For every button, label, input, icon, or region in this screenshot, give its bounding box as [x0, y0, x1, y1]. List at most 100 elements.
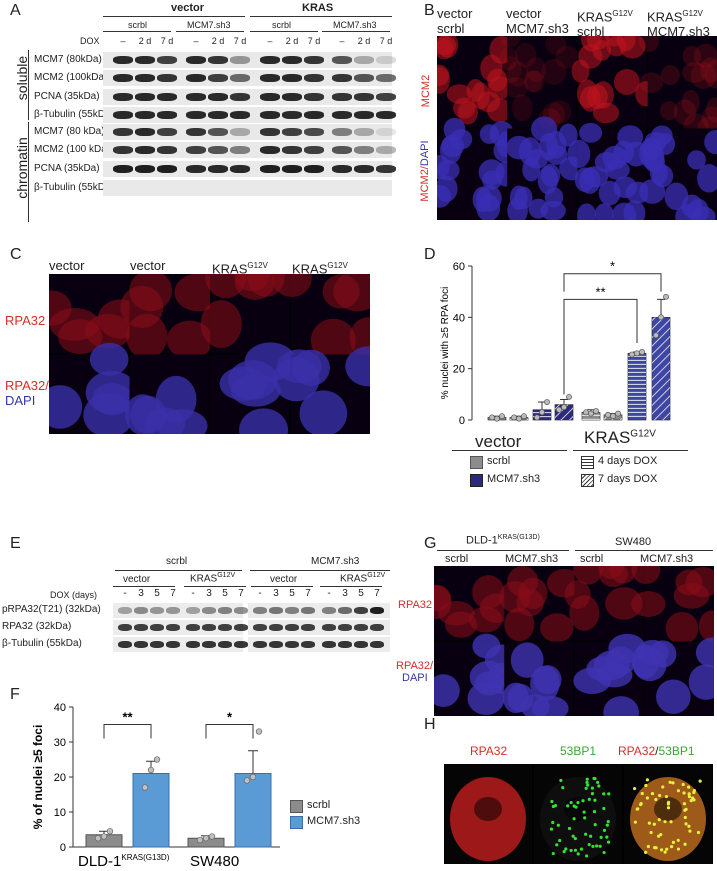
blot-band: [304, 74, 324, 82]
blot-band: [135, 93, 155, 101]
blot-band: [376, 165, 396, 173]
blot-band: [354, 165, 374, 173]
d-point: [494, 415, 500, 422]
legend-swatch-7d: [581, 474, 594, 487]
blot-band: [304, 56, 324, 64]
f-point: [255, 728, 263, 735]
blot-band: [282, 93, 302, 101]
blot-band: [260, 74, 280, 82]
d-point: [605, 411, 611, 418]
e-blot-band: [118, 624, 132, 631]
g-row2-label: RPA32/DAPI: [396, 660, 434, 684]
blot-row-label: MCM2 (100 kDa): [34, 144, 111, 155]
f-y-label: % of nuclei ≥5 foci: [31, 725, 45, 830]
blot-band: [157, 165, 177, 173]
f-y-tick: 20: [54, 772, 66, 784]
panel-letter-g: G: [424, 535, 437, 552]
e-lane-label: 7: [238, 588, 244, 599]
d-point: [534, 414, 540, 421]
b-col-header: vector scrbl: [437, 6, 473, 36]
blot-band: [113, 128, 133, 136]
panel-letter-h: H: [424, 716, 436, 733]
f-sig-bracket: [205, 724, 254, 739]
legend-swatch-sh3: [470, 474, 483, 487]
blot-row-label: MCM7 (80kDa): [34, 54, 102, 65]
legend-sh3: MCM7.sh3: [487, 473, 541, 485]
e-blot-band: [166, 624, 180, 631]
d-point: [634, 350, 640, 357]
blot-sub-4: MCM7.sh3: [333, 20, 377, 30]
f-legend-swatch-scrbl: [290, 800, 303, 813]
e-lane-label: 5: [289, 588, 295, 599]
e-blot-band: [370, 607, 384, 614]
e-blot-band: [253, 641, 267, 648]
blot-band: [304, 111, 324, 119]
e-blot-band: [354, 641, 368, 648]
f-group-sw480: SW480: [190, 853, 239, 870]
f-y-tick: 30: [54, 737, 66, 749]
c-row1-label: RPA32: [5, 313, 46, 328]
g-line-sw480: SW480: [615, 536, 652, 548]
b-image-grid: [428, 24, 717, 230]
blot-band: [282, 74, 302, 82]
e-blot-band: [354, 624, 368, 631]
blot-band: [332, 111, 352, 119]
e-blot-band: [301, 641, 315, 648]
d-point: [593, 408, 599, 414]
d-sig-1: **: [595, 284, 605, 299]
blot-lane-label: 7 d: [379, 36, 393, 46]
g-col-header: scrbl: [445, 553, 469, 565]
f-group-dld1: DLD-1KRAS(G13D): [78, 853, 170, 870]
e-blot-band: [285, 641, 299, 648]
blot-band: [332, 165, 352, 173]
panel-letter-e: E: [10, 535, 21, 552]
e-row-label: RPA32 (32kDa): [2, 621, 72, 632]
f-legend-swatch-sh3: [290, 816, 303, 829]
blot-band: [208, 128, 228, 136]
panel-letter-f: F: [10, 686, 20, 703]
blot-band: [354, 111, 374, 119]
c-row2-label: RPA32/DAPI: [5, 378, 49, 408]
blot-band: [376, 146, 396, 154]
blot-band: [186, 74, 206, 82]
blot-band: [376, 74, 396, 82]
g-col-header: MCM7.sh3: [505, 553, 559, 565]
e-top-scrbl: scrbl: [166, 556, 188, 567]
blot-band: [157, 74, 177, 82]
blot-band: [282, 165, 302, 173]
e-blot-band: [118, 607, 132, 614]
f-legend-scrbl: scrbl: [307, 799, 331, 811]
blot-row-label: PCNA (35kDa): [34, 163, 100, 174]
e-blot-band: [269, 624, 283, 631]
blot-band: [157, 111, 177, 119]
b-row2-label: MCM2/DAPI: [419, 140, 431, 202]
f-point: [141, 784, 149, 791]
blot-band: [230, 56, 250, 64]
e-blot-band: [253, 607, 267, 614]
d-y-tick: 40: [453, 312, 465, 324]
d-point: [544, 399, 550, 405]
blot-band: [376, 56, 396, 64]
blot-band: [230, 165, 250, 173]
blot-lane-label: –: [339, 36, 345, 46]
blot-band: [208, 56, 228, 64]
e-blot-band: [285, 624, 299, 631]
e-blot-band: [269, 607, 283, 614]
f-point: [249, 773, 257, 781]
blot-sub-3: scrbl: [272, 20, 292, 30]
d-point: [511, 414, 517, 421]
f-point: [94, 835, 102, 842]
e-row-label: pRPA32(T21) (32kDa): [2, 604, 101, 615]
f-point: [202, 835, 210, 842]
blot-band: [208, 74, 228, 82]
blot-band: [354, 128, 374, 136]
e-lane-label: 7: [305, 588, 311, 599]
d-bar: [627, 351, 647, 421]
e-blot-band: [150, 624, 164, 631]
blot-lane-label: 7 d: [160, 36, 174, 46]
b-col-header: KRASG12V scrbl: [577, 9, 633, 40]
e-blot-band: [150, 641, 164, 648]
e-blot-band: [166, 607, 180, 614]
f-point: [106, 828, 114, 835]
